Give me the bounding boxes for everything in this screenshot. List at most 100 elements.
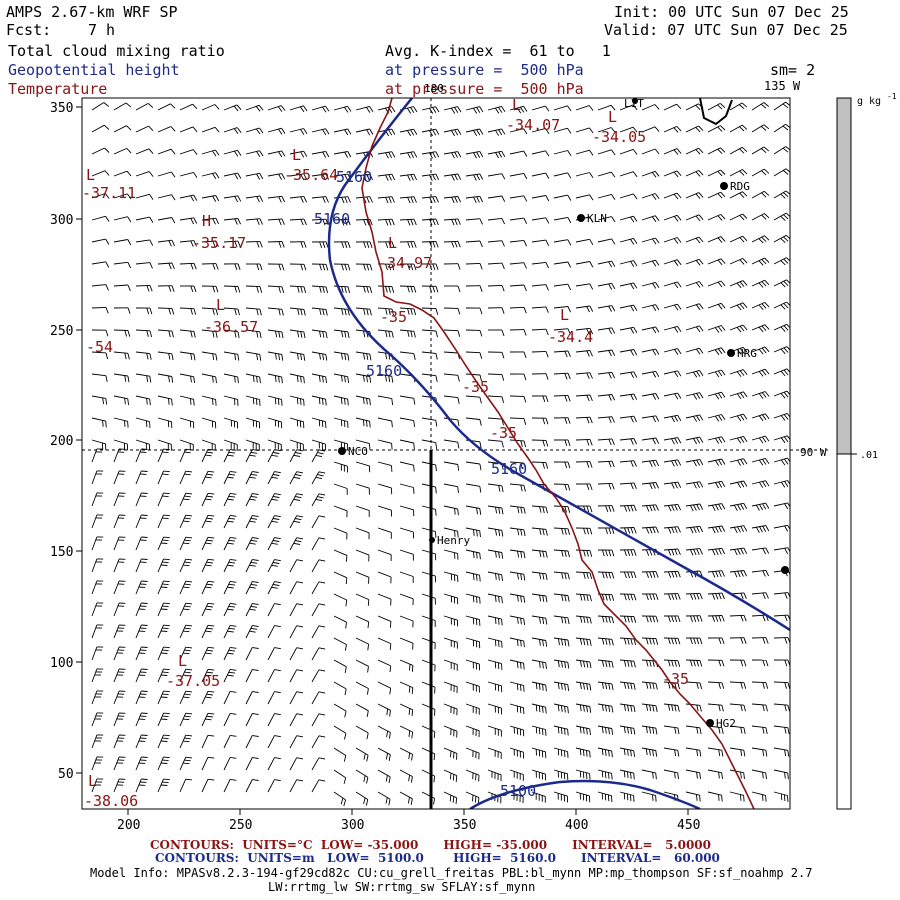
wind-barb-feather [718,570,722,577]
wind-barb-feather [162,627,169,630]
wind-barb-feather [780,326,786,332]
wind-barb-feather [545,351,549,358]
wind-barb [311,691,320,705]
wind-barb [751,592,766,595]
wind-barb [465,483,480,487]
height-contour-info: CONTOURS: UNITS=m LOW= 5100.0 HIGH= 5160… [155,851,720,865]
wind-barb-feather [236,127,242,133]
wind-barb-feather [740,659,744,667]
wind-barb-feather [317,452,324,455]
wind-barb [597,127,612,133]
wind-barb-feather [498,618,500,625]
wind-barb [773,725,788,729]
wind-barb-feather [579,638,583,645]
wind-barb [135,171,150,177]
wind-barb-feather [689,527,694,534]
wind-barb-feather [325,173,330,180]
wind-barb-feather [451,219,455,226]
wind-barb-feather [765,772,767,780]
wind-barb-feather [457,263,461,270]
wind-barb-feather [105,352,109,360]
wind-barb-feather [227,454,234,457]
wind-barb-feather [674,593,678,600]
wind-barb [531,195,546,199]
wind-barb-feather [325,264,329,271]
wind-barb-feather [300,376,302,383]
wind-barb [575,747,590,752]
wind-barb [201,439,216,445]
wind-barb [399,527,414,533]
wind-barb-feather [433,731,436,738]
wind-barb [113,125,127,133]
wind-barb-feather [234,286,238,293]
wind-barb-feather [293,454,300,457]
wind-barb-feather [542,617,545,625]
wind-barb [157,239,172,243]
wind-barb [135,778,142,793]
wind-barb-feather [234,353,237,361]
wind-barb [223,559,231,573]
wind-barb-feather [432,241,436,248]
wind-barb-feather [162,737,169,740]
wind-barb-feather [787,614,790,622]
wind-barb-feather [516,661,519,669]
wind-barb [773,681,789,684]
wind-barb-feather [611,750,613,758]
wind-barb [223,691,231,705]
wind-barb [289,395,304,400]
wind-barb [619,126,634,133]
wind-barb-feather [739,237,745,243]
wind-barb [333,615,347,623]
wind-barb [773,323,787,331]
wind-barb-feather [765,480,770,487]
wind-barb-feather [476,552,478,559]
wind-barb-feather [695,326,701,333]
wind-barb [179,471,187,485]
wind-barb-feather [539,506,542,513]
wind-barb [91,492,98,507]
wind-barb-feather [259,286,263,293]
wind-barb [223,735,231,749]
wind-barb-feather [765,570,770,577]
wind-barb-feather [163,470,170,473]
wind-barb-feather [429,130,433,137]
wind-barb [179,126,194,133]
wind-barb-feather [410,219,414,226]
wind-barb-feather [567,729,569,736]
wind-barb [751,413,766,419]
wind-barb-feather [273,496,280,498]
wind-barb [267,373,282,378]
wind-barb-feather [168,240,172,247]
wind-barb [179,669,187,683]
wind-barb-feather [611,616,615,624]
wind-barb [135,125,149,133]
wind-barb-feather [501,195,506,202]
wind-barb [663,392,678,397]
wind-barb-feather [535,682,538,690]
wind-barb-feather [433,775,436,783]
wind-barb-feather [476,574,478,581]
wind-barb [443,395,458,399]
wind-barb [113,756,120,771]
wind-barb-feather [783,303,789,309]
wind-barb-feather [589,550,593,557]
wind-barb [663,125,677,133]
wind-barb [311,779,320,793]
wind-barb-feather [739,303,745,310]
wind-barb-feather [344,644,347,651]
wind-barb-feather [163,514,170,517]
wind-barb [289,439,304,445]
wind-barb-feather [413,308,417,316]
wind-barb-feather [344,196,348,203]
wind-barb-feather [740,459,745,466]
wind-barb-feather [589,216,594,223]
wind-barb-feather [205,630,212,633]
wind-barb [707,747,722,751]
wind-barb [597,703,612,707]
wind-barb [751,190,765,199]
wind-barb-feather [365,799,369,806]
wind-barb [245,669,253,683]
wind-barb-feather [611,238,616,245]
wind-barb-feather [300,174,304,181]
wind-barb-feather [408,774,411,782]
